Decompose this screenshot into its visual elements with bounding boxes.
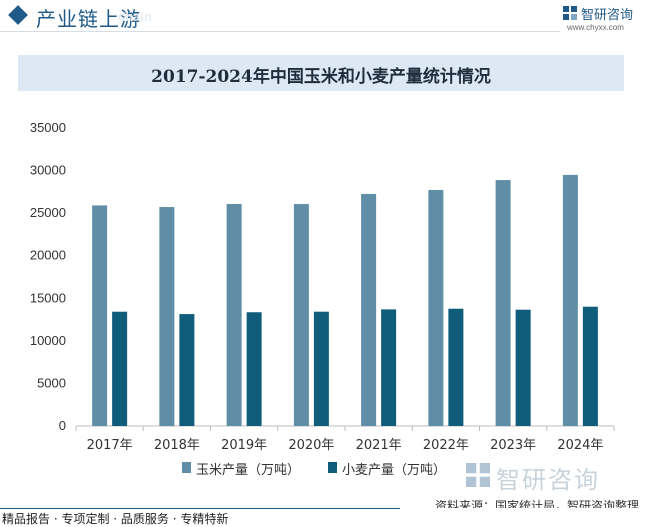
y-tick-label: 0 xyxy=(59,418,66,433)
brand-logo-icon xyxy=(563,6,577,20)
y-tick-label: 15000 xyxy=(30,290,66,305)
y-tick-label: 10000 xyxy=(30,333,66,348)
chart-title: 2017-2024年中国玉米和小麦产量统计情况 xyxy=(151,67,491,87)
brand-url: www.chyxx.com xyxy=(567,23,624,32)
footer-line xyxy=(0,508,400,509)
bar-corn xyxy=(562,174,578,426)
bar-corn xyxy=(293,204,309,426)
bar-wheat xyxy=(381,309,397,426)
bar-wheat xyxy=(179,314,195,426)
bar-corn xyxy=(92,205,108,426)
bar-corn xyxy=(159,207,175,426)
section-title: 产业链上游 xyxy=(36,7,141,31)
bar-wheat xyxy=(582,306,598,426)
y-tick-label: 5000 xyxy=(37,375,66,390)
bar-corn xyxy=(226,203,242,426)
legend-swatch-corn xyxy=(182,462,191,473)
x-tick-label: 2020年 xyxy=(288,438,334,453)
bar-wheat xyxy=(515,309,531,426)
legend-label-corn: 玉米产量（万吨） xyxy=(196,463,301,478)
x-tick-label: 2022年 xyxy=(423,438,469,453)
brand-name: 智研咨询 xyxy=(581,8,634,23)
y-tick-label: 20000 xyxy=(30,248,66,263)
watermark-name: 智研咨询 xyxy=(496,466,600,494)
x-tick-label: 2019年 xyxy=(221,438,267,453)
footer-text: 精品报告 · 专项定制 · 品质服务 · 专精特新 xyxy=(2,512,229,526)
y-tick-label: 25000 xyxy=(30,205,66,220)
legend-swatch-wheat xyxy=(328,462,337,473)
bar-corn xyxy=(495,180,511,426)
watermark-logo: 智研咨询 xyxy=(466,462,642,494)
brand: 智研咨询 www.chyxx.com xyxy=(563,4,643,36)
y-tick-label: 35000 xyxy=(30,120,66,135)
bar-wheat xyxy=(313,311,329,426)
bar-wheat xyxy=(448,308,464,426)
bar-wheat xyxy=(112,311,128,426)
header: 产业链上游 chain xyxy=(0,0,647,34)
y-tick-label: 30000 xyxy=(30,163,66,178)
watermark-logo-icon xyxy=(466,463,490,487)
x-tick-label: 2018年 xyxy=(154,438,200,453)
header-watermark: chain xyxy=(118,9,152,24)
x-tick-label: 2017年 xyxy=(87,438,133,453)
x-tick-label: 2024年 xyxy=(557,438,603,453)
legend-label-wheat: 小麦产量（万吨） xyxy=(342,463,447,478)
x-tick-label: 2023年 xyxy=(490,438,536,453)
header-divider xyxy=(0,31,560,32)
x-tick-label: 2021年 xyxy=(356,438,402,453)
bar-corn xyxy=(361,193,377,426)
chart-title-bar: 2017-2024年中国玉米和小麦产量统计情况 xyxy=(18,55,624,91)
bar-wheat xyxy=(246,312,262,426)
footer-bar: 精品报告 · 专项定制 · 品质服务 · 专精特新 xyxy=(0,508,647,527)
bar-corn xyxy=(428,189,444,426)
